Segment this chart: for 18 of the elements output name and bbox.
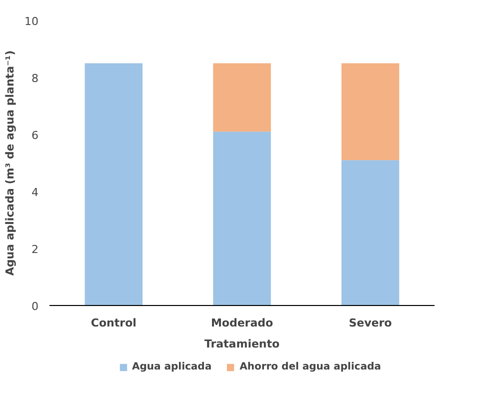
y-tick-label: 2 bbox=[32, 243, 38, 256]
bar bbox=[213, 63, 271, 132]
x-tick-label: Severo bbox=[348, 316, 392, 330]
bar bbox=[341, 160, 400, 306]
x-tick-label: Moderado bbox=[210, 316, 274, 330]
bar bbox=[213, 132, 271, 306]
y-tick-label: 6 bbox=[32, 129, 38, 142]
y-tick-label: 0 bbox=[32, 300, 38, 313]
y-tick-label: 8 bbox=[32, 72, 38, 85]
x-tick-label: Control bbox=[90, 316, 136, 330]
y-tick-label: 10 bbox=[24, 15, 39, 28]
bar bbox=[341, 63, 400, 160]
legend-label: Agua aplicada bbox=[132, 362, 212, 372]
y-tick-label: 4 bbox=[32, 186, 38, 199]
y-axis-title: Agua aplicada (m³ de agua planta⁻¹) bbox=[4, 50, 17, 276]
legend-label: Ahorro del agua aplicada bbox=[240, 362, 381, 372]
x-axis-title: Tratamiento bbox=[204, 338, 280, 350]
bar bbox=[84, 63, 143, 306]
